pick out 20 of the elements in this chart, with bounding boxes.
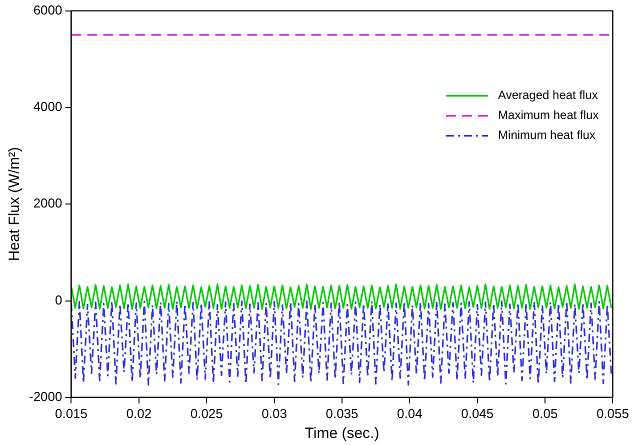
y-axis-title: Heat Flux (W/m²) [6, 147, 24, 262]
legend-label: Minimum heat flux [498, 128, 596, 142]
line-series [71, 300, 612, 386]
x-tick-label: 0.045 [461, 406, 494, 421]
x-tick-label: 0.05 [532, 406, 558, 421]
y-tick-label: 2000 [33, 196, 62, 211]
legend-label: Averaged heat flux [498, 88, 598, 102]
y-tick-label: 4000 [33, 99, 62, 114]
y-tick-label: 6000 [33, 2, 62, 18]
x-tick-label: 0.035 [326, 406, 358, 421]
y-tick-label: 0 [55, 292, 62, 308]
x-axis-title: Time (sec.) [304, 425, 380, 442]
x-tick-label: 0.055 [596, 406, 630, 421]
x-tick-label: 0.025 [190, 406, 223, 421]
legend-label: Maximum heat flux [498, 108, 599, 122]
x-tick-label: 0.02 [126, 406, 152, 421]
y-tick-label: -2000 [29, 388, 62, 404]
x-tick-label: 0.015 [54, 406, 88, 421]
x-tick-label: 0.04 [397, 406, 422, 421]
x-tick-label: 0.03 [262, 406, 287, 421]
